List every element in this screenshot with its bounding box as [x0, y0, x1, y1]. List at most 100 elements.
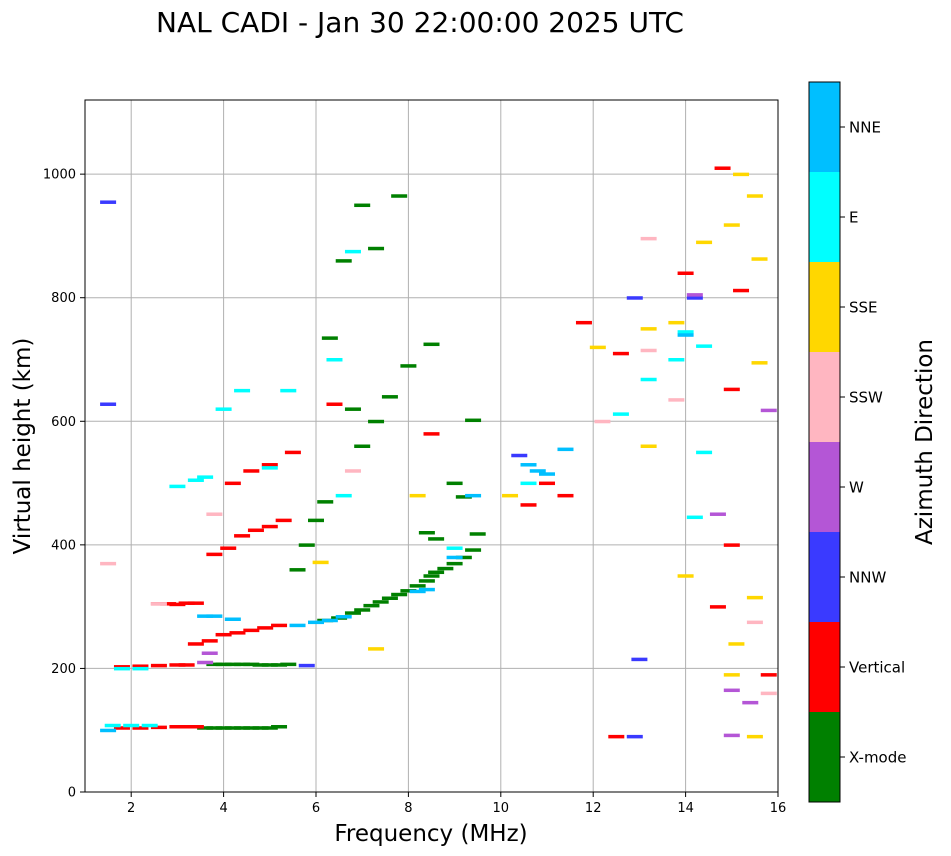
data-point — [206, 614, 223, 618]
data-point — [686, 293, 703, 297]
data-point — [640, 377, 657, 382]
gridlines — [85, 100, 779, 793]
data-point — [640, 236, 657, 241]
data-point — [326, 402, 343, 406]
data-point — [423, 342, 440, 347]
data-point — [271, 725, 288, 729]
data-point — [243, 628, 260, 633]
data-point — [677, 330, 694, 334]
data-point — [354, 203, 371, 208]
data-point — [368, 419, 385, 424]
data-point — [197, 614, 214, 618]
data-point — [220, 546, 237, 550]
data-point — [418, 579, 435, 583]
data-point — [312, 560, 329, 565]
data-point — [271, 663, 288, 667]
data-point — [354, 444, 371, 448]
data-point — [677, 333, 694, 337]
data-point — [100, 402, 117, 406]
data-point — [608, 734, 625, 739]
data-point — [723, 733, 740, 738]
colorbar-segment — [809, 442, 840, 532]
x-axis-ticks: 2 4 6 8 10 12 14 16 — [127, 792, 786, 816]
data-point — [723, 223, 740, 227]
data-point — [723, 387, 740, 392]
data-point — [100, 561, 117, 566]
data-point — [289, 568, 306, 572]
data-point — [696, 240, 713, 245]
data-point — [215, 632, 232, 637]
y-tick-label: 400 — [51, 538, 76, 553]
data-point — [261, 524, 278, 529]
data-point — [354, 608, 371, 612]
data-point — [289, 623, 306, 628]
data-point — [539, 472, 555, 476]
data-point — [751, 257, 768, 261]
colorbar-tick-label: E — [849, 209, 858, 227]
data-point — [575, 320, 592, 325]
data-point — [709, 605, 726, 609]
data-point — [169, 484, 186, 489]
colorbar-tick-label: SSW — [849, 389, 883, 407]
data-point — [243, 662, 260, 667]
data-point — [696, 450, 713, 455]
data-point — [733, 172, 750, 177]
data-point — [612, 412, 629, 416]
data-point — [234, 534, 251, 538]
data-point — [428, 537, 445, 541]
data-point — [640, 348, 657, 353]
colorbar-tick-label: SSE — [849, 299, 878, 317]
data-point — [100, 728, 117, 733]
data-point — [428, 570, 445, 575]
data-point — [686, 515, 703, 520]
data-point — [446, 546, 463, 550]
data-point — [169, 602, 186, 607]
data-point — [372, 600, 389, 604]
data-point — [201, 651, 218, 655]
data-point — [234, 726, 251, 730]
data-point — [455, 555, 472, 560]
data-point — [589, 345, 606, 350]
series-x-mode — [197, 194, 486, 730]
data-point — [187, 601, 204, 605]
data-point — [423, 432, 440, 436]
data-point — [368, 647, 385, 651]
data-point — [640, 444, 657, 448]
y-axis-label: Virtual height (km) — [10, 338, 36, 555]
data-point — [326, 358, 343, 362]
x-tick-label: 8 — [404, 801, 412, 816]
series-nne — [100, 333, 694, 733]
y-tick-label: 800 — [51, 291, 76, 306]
data-point — [224, 726, 241, 730]
data-point — [224, 617, 241, 621]
data-point — [169, 725, 186, 729]
data-point — [400, 364, 417, 368]
data-point — [502, 493, 519, 498]
data-point — [446, 481, 463, 486]
data-point — [668, 358, 685, 362]
colorbar-tick-label: NNW — [849, 569, 886, 587]
data-point — [257, 626, 274, 630]
series-nnw — [100, 200, 703, 739]
data-point — [363, 603, 380, 608]
data-point — [409, 589, 426, 594]
data-point — [418, 587, 435, 592]
plot-frame — [84, 99, 779, 793]
data-points — [100, 166, 777, 739]
x-tick-label: 10 — [493, 801, 510, 816]
data-point — [455, 495, 472, 499]
colorbar-tick-label: W — [849, 479, 864, 497]
colorbar-segment — [809, 622, 840, 712]
data-point — [169, 663, 186, 667]
data-point — [381, 395, 398, 399]
data-point — [640, 327, 657, 331]
data-point — [275, 518, 292, 523]
data-point — [469, 532, 486, 536]
data-point — [247, 528, 264, 533]
data-point — [723, 688, 740, 693]
y-tick-label: 600 — [51, 415, 76, 430]
colorbar-segment — [809, 532, 840, 622]
data-point — [760, 408, 777, 413]
data-point — [557, 493, 574, 498]
data-point — [280, 388, 297, 393]
